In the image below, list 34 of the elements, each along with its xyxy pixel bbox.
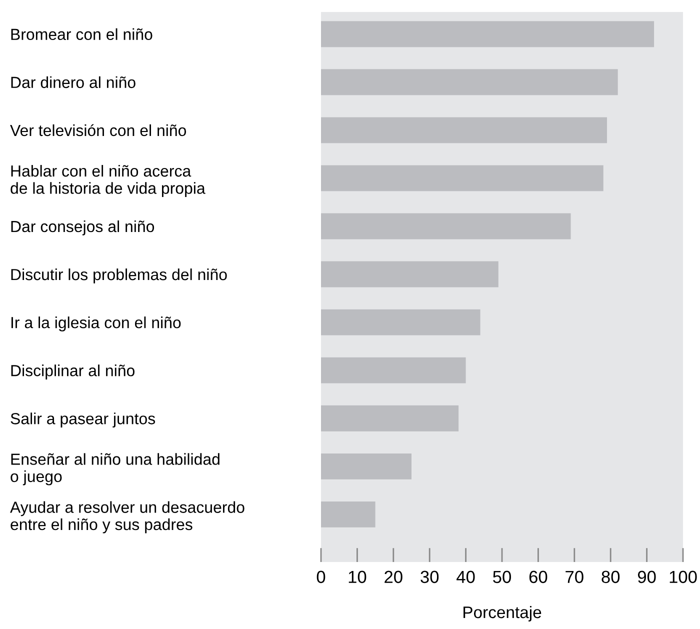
x-tick-label: 70: [566, 570, 584, 584]
y-tick-label: Disciplinar al niño: [11, 364, 135, 380]
bar: [321, 453, 412, 480]
y-tick-label: Dar consejos al niño: [11, 220, 154, 236]
x-tick-label: 50: [493, 570, 511, 584]
bar: [321, 357, 466, 384]
y-tick-label: Ver televisión con el niño: [10, 124, 186, 136]
x-tick-label: 0: [316, 570, 326, 584]
x-tick-label: 40: [456, 570, 475, 584]
y-tick-label: Salir a pasear juntos: [10, 412, 156, 428]
bar: [321, 69, 618, 96]
x-tick-label: 100: [670, 570, 697, 584]
bar: [321, 405, 459, 432]
bar: [321, 117, 607, 144]
y-tick-label: Enseñar al niño una habilidad o juego: [10, 453, 220, 486]
x-tick-label: 80: [602, 570, 620, 584]
y-tick-label: Bromear con el niño: [11, 28, 152, 40]
y-tick-label: Ir a la iglesia con el niño: [11, 316, 181, 332]
bar: [321, 501, 376, 528]
x-axis-title: Porcentaje: [464, 606, 542, 622]
x-tick-label: 20: [384, 570, 402, 584]
bar: [321, 309, 480, 336]
y-tick-label: Hablar con el niño acerca de la historia de vida propia: [10, 164, 206, 198]
x-tick-label: 60: [529, 570, 548, 584]
y-tick-label: Dar dinero al niño: [11, 76, 136, 88]
x-tick-label: 10: [348, 570, 366, 584]
x-tick-label: 90: [638, 570, 656, 584]
bar: [321, 21, 654, 48]
y-tick-label: Ayudar a resolver un desacuerdo entre el niño y sus padres: [10, 501, 244, 534]
bar: [321, 261, 498, 288]
x-tick-label: 30: [420, 570, 439, 584]
bar: [321, 165, 604, 192]
y-tick-label: Discutir los problemas del niño: [11, 268, 227, 284]
bar: [321, 213, 571, 240]
